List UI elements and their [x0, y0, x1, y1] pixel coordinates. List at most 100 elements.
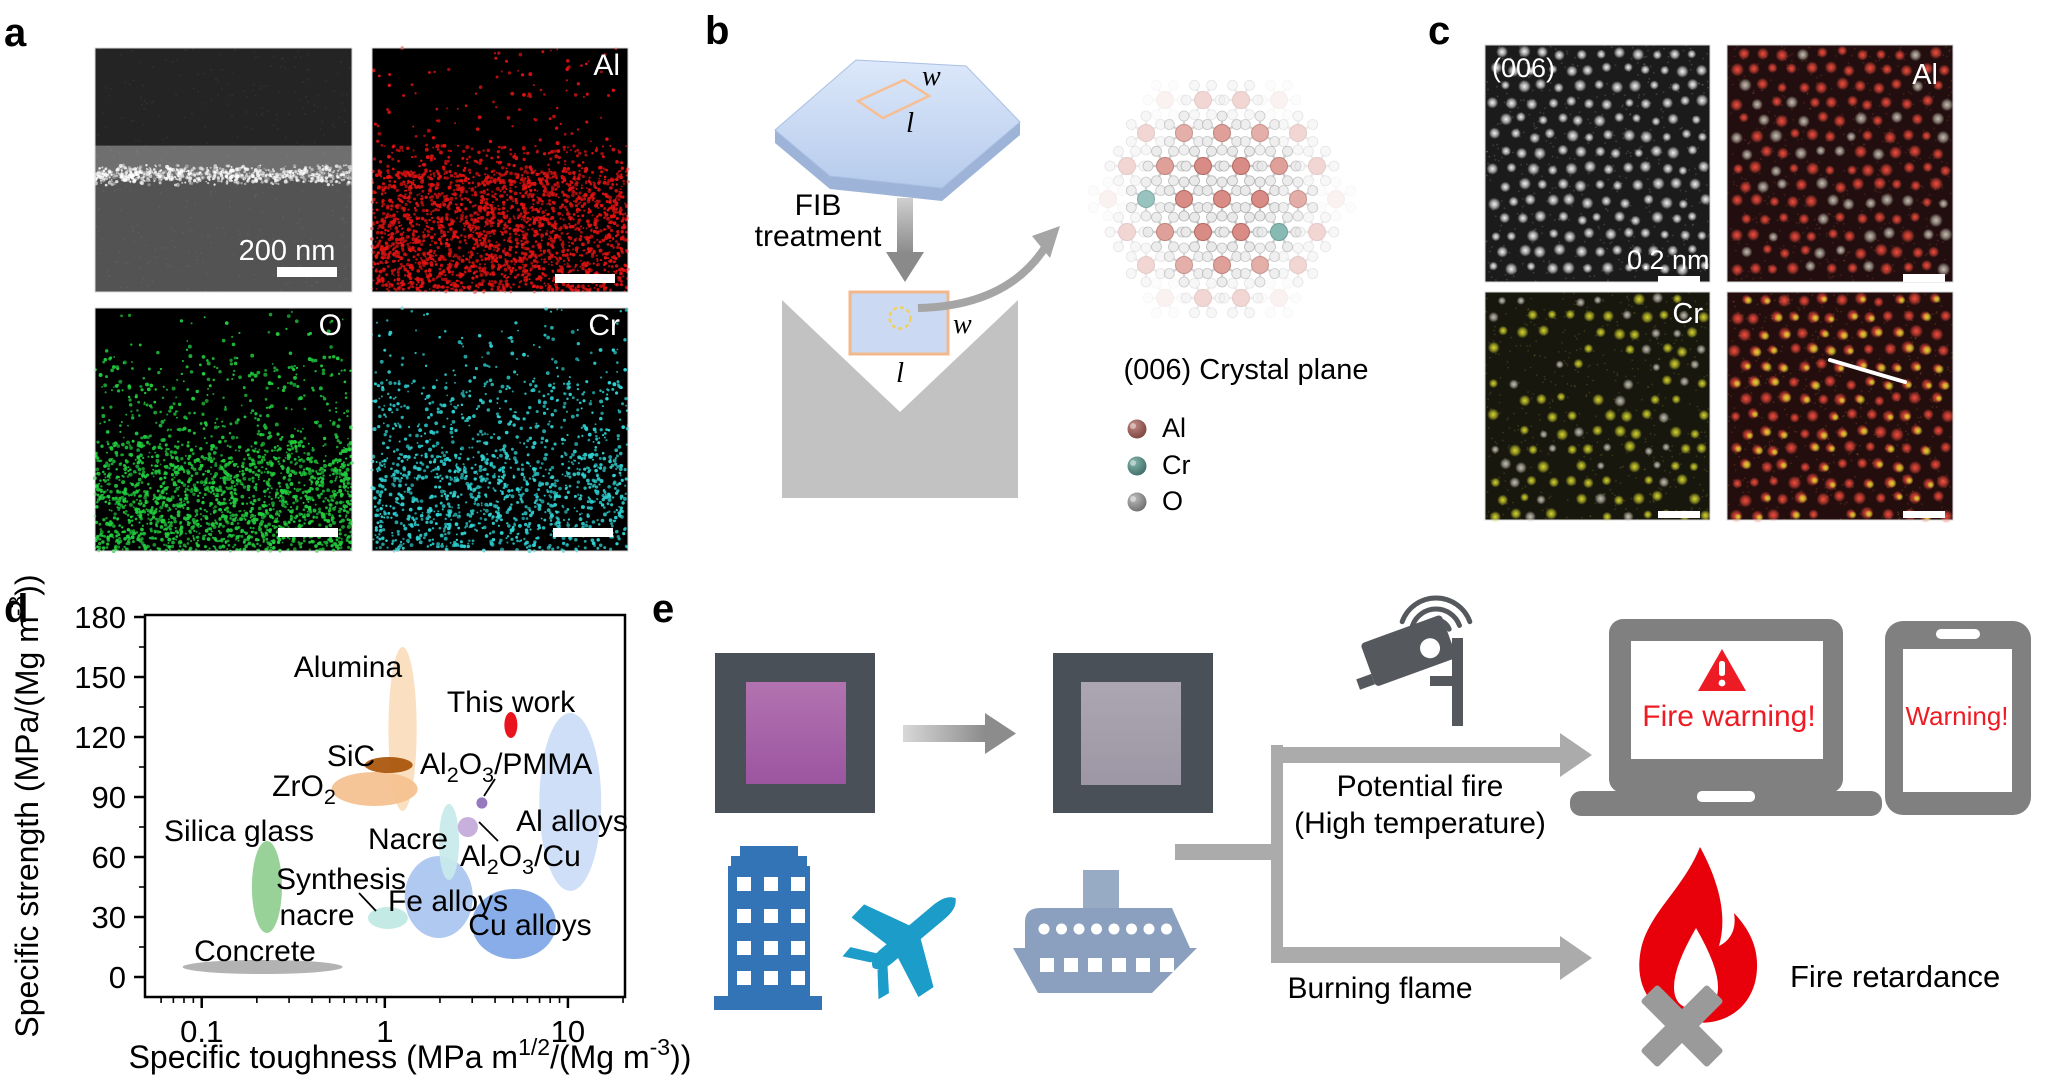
- fib-lamella: [848, 290, 950, 356]
- panel-label-d: d: [4, 587, 29, 631]
- crystal-legend: [1127, 419, 1147, 512]
- legend-sphere: [1127, 456, 1147, 476]
- chart-material-label: Al2O3/Cu: [460, 840, 581, 879]
- chart-material-label: Nacre: [368, 823, 448, 856]
- panel-label-b: b: [705, 9, 730, 53]
- haadf-scalebar-label: 0.2 nm: [1627, 245, 1710, 275]
- fib-down-arrow: [897, 198, 913, 254]
- panel-c-haadf-maps: [1484, 44, 1955, 524]
- chart-material-label: This work: [447, 686, 576, 719]
- y-tick-label: 180: [74, 600, 126, 635]
- airplane-icon: [842, 897, 956, 1000]
- x-tick-label: 0.1: [180, 1014, 223, 1049]
- bubble-sic: [364, 757, 413, 773]
- wifi-arc: [1410, 606, 1462, 628]
- eds-map-label-al: Al: [593, 49, 620, 82]
- cr-scalebar: [553, 528, 613, 537]
- chart-material-label: ZrO2: [272, 770, 336, 809]
- chart-material-label: Synthesis: [276, 863, 406, 896]
- ship-icon: [1013, 870, 1197, 993]
- arrow-to-warning: [1283, 747, 1560, 763]
- chart-material-label: Silica glass: [164, 815, 314, 848]
- bubble-zro2: [331, 772, 418, 806]
- bubble-al2o3-pmma: [476, 797, 488, 809]
- panel-label-c: c: [1428, 9, 1451, 53]
- haadf-scalebar: [1658, 276, 1700, 283]
- potential-fire-label-line1: Potential fire: [1336, 770, 1504, 803]
- panel-label-a: a: [4, 11, 27, 55]
- sem-cross-section-image: [93, 47, 354, 293]
- chart-material-label: Al2O3/PMMA: [420, 748, 592, 787]
- crystal-plane-title: (006) Crystal plane: [1123, 354, 1369, 386]
- analysis-spot-circle: [888, 306, 912, 330]
- al-map-scalebar: [1903, 274, 1945, 282]
- potential-fire-label-line2: (High temperature): [1294, 807, 1546, 840]
- y-tick-label: 120: [74, 720, 126, 755]
- platelet-side-face: [775, 122, 1020, 201]
- legend-sphere: [1127, 419, 1147, 439]
- panel-a-eds-maps: [93, 46, 630, 553]
- panel-e-application-schematic: [714, 595, 2031, 1067]
- haadf-006-image: [1484, 44, 1712, 283]
- haadf-overlay-map: [1726, 291, 1955, 524]
- x-tick-label: 10: [551, 1014, 585, 1049]
- phone-warning-text: Warning!: [1905, 701, 2009, 731]
- al-scalebar: [555, 274, 615, 283]
- bubble-al-alloys: [539, 713, 602, 891]
- slab-length-symbol: l: [896, 357, 905, 389]
- haadf-al-map: [1726, 44, 1954, 283]
- laptop-fire-warning-text: Fire warning!: [1642, 700, 1816, 733]
- eds-map-label-cr: Cr: [588, 309, 620, 342]
- bubble-nacre: [438, 804, 460, 880]
- bubble-synthesis-nacre: [367, 907, 408, 929]
- bubble-al2o3-cu: [457, 817, 478, 837]
- y-tick-label: 60: [92, 840, 126, 875]
- chart-material-label: SiC: [327, 740, 375, 773]
- eds-map-label-o: O: [318, 309, 342, 342]
- sample-photo-before: [715, 653, 875, 813]
- bubble-cu-alloys: [471, 889, 557, 959]
- eds-map-o: [93, 307, 354, 553]
- y-tick-label: 0: [109, 960, 126, 995]
- chart-material-label: Cu alloys: [468, 909, 591, 942]
- haadf-map-label-cr: Cr: [1672, 298, 1703, 330]
- chart-material-label: Alumina: [294, 651, 403, 684]
- sample-photo-after: [1053, 653, 1213, 813]
- legend-label-cr: Cr: [1162, 450, 1191, 480]
- lattice-spacing-line: [1828, 358, 1907, 384]
- burning-flame-label: Burning flame: [1287, 972, 1473, 1005]
- chart-material-label: nacre: [279, 899, 354, 932]
- hexagonal-platelet: [774, 59, 1021, 189]
- y-tick-label: 30: [92, 900, 126, 935]
- branch-connector: [1175, 733, 1592, 980]
- x-tick-label: 1: [376, 1014, 393, 1049]
- bubble-fe-alloys: [404, 856, 473, 938]
- sem-scalebar-label: 200 nm: [238, 235, 336, 267]
- cr-map-scalebar: [1658, 511, 1700, 518]
- laptop-icon: [1570, 619, 1882, 816]
- y-tick-label: 90: [92, 780, 126, 815]
- o-scalebar: [278, 528, 338, 537]
- fib-treatment-label-line2: treatment: [754, 220, 882, 253]
- fib-cut-outline: [855, 78, 932, 120]
- chart-bubbles: [182, 647, 602, 974]
- chart-material-label: Concrete: [194, 935, 316, 968]
- eds-map-al: [370, 46, 630, 294]
- overlay-scalebar: [1903, 511, 1945, 518]
- chart-material-label: Al alloys: [516, 805, 628, 838]
- y-axis-title: Specific strength (MPa/(Mg m-3)): [4, 574, 45, 1037]
- fib-treatment-label-line1: FIB: [794, 189, 842, 222]
- wifi-arc: [1420, 617, 1452, 632]
- panel-b-fib-schematic: [774, 59, 1357, 512]
- transition-arrow: [903, 713, 1016, 754]
- fire-retardance-label: Fire retardance: [1790, 959, 2001, 994]
- surveillance-camera-icon: [1356, 595, 1473, 726]
- y-tick-label: 150: [74, 660, 126, 695]
- bubble-this-work: [504, 712, 518, 738]
- slab-width-symbol: w: [953, 309, 972, 340]
- no-fire-cross-icon: [1641, 985, 1723, 1067]
- eds-map-cr: [370, 306, 630, 553]
